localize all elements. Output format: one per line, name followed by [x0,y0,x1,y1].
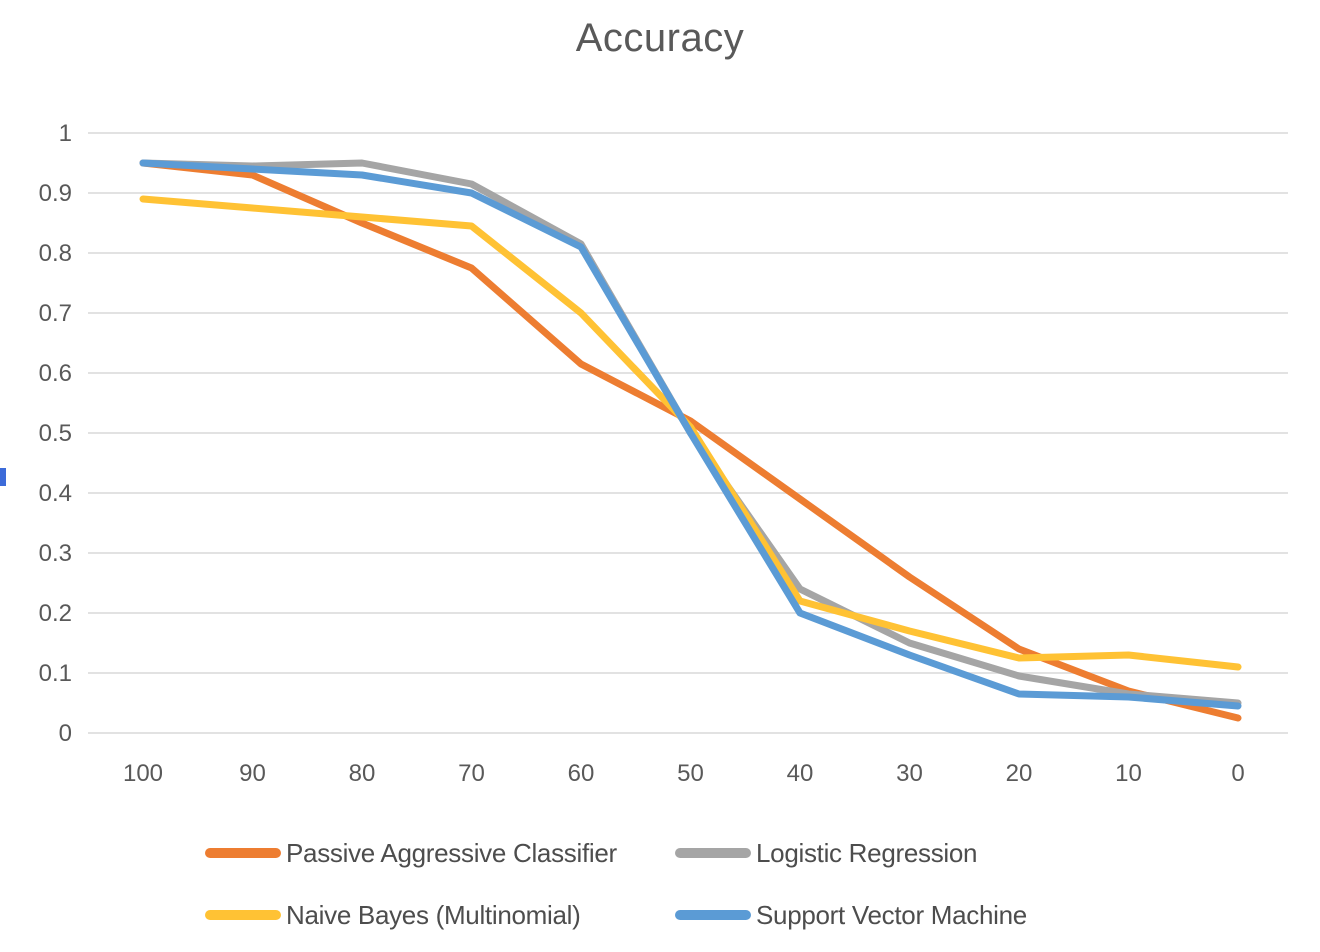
y-tick-label: 0.3 [39,540,72,567]
legend-label-logistic-regression: Logistic Regression [756,837,978,868]
text-cursor-artifact [0,468,6,486]
legend-swatch-logistic-regression [675,848,751,858]
legend-swatch-support-vector-machine [675,910,751,920]
x-tick-label: 40 [787,760,814,787]
y-tick-label: 0.2 [39,600,72,627]
x-tick-label: 60 [568,760,595,787]
y-tick-label: 1 [59,120,72,147]
legend-item-naive-bayes-multinomial: Naive Bayes (Multinomial) [205,899,581,930]
x-tick-label: 20 [1006,760,1033,787]
y-tick-label: 0.6 [39,360,72,387]
legend-swatch-passive-aggressive-classifier [205,848,281,858]
y-tick-label: 0.1 [39,660,72,687]
legend-label-naive-bayes-multinomial: Naive Bayes (Multinomial) [286,899,581,930]
y-tick-label: 0.8 [39,240,72,267]
legend-swatch-naive-bayes-multinomial [205,910,281,920]
legend-item-passive-aggressive-classifier: Passive Aggressive Classifier [205,838,617,868]
x-tick-label: 100 [123,760,163,787]
series-line-support-vector-machine [139,159,1242,710]
x-tick-label: 50 [677,760,704,787]
y-tick-label: 0.7 [39,300,72,327]
series-line-passive-aggressive-classifier [139,159,1242,722]
chart-title: Accuracy [575,16,745,60]
legend-item-logistic-regression: Logistic Regression [675,837,978,868]
x-tick-label: 30 [896,760,923,787]
x-tick-label: 90 [239,760,266,787]
x-tick-label: 0 [1231,760,1244,787]
x-tick-label: 10 [1115,760,1142,787]
y-tick-label: 0 [59,720,72,747]
x-tick-label: 80 [349,760,376,787]
y-tick-label: 0.9 [39,180,72,207]
legend-label-support-vector-machine: Support Vector Machine [756,899,1027,930]
legend-item-support-vector-machine: Support Vector Machine [675,900,1027,930]
y-tick-label: 0.5 [39,420,72,447]
legend-label-passive-aggressive-classifier: Passive Aggressive Classifier [286,837,617,868]
y-tick-label: 0.4 [39,480,72,507]
x-tick-label: 70 [458,760,485,787]
